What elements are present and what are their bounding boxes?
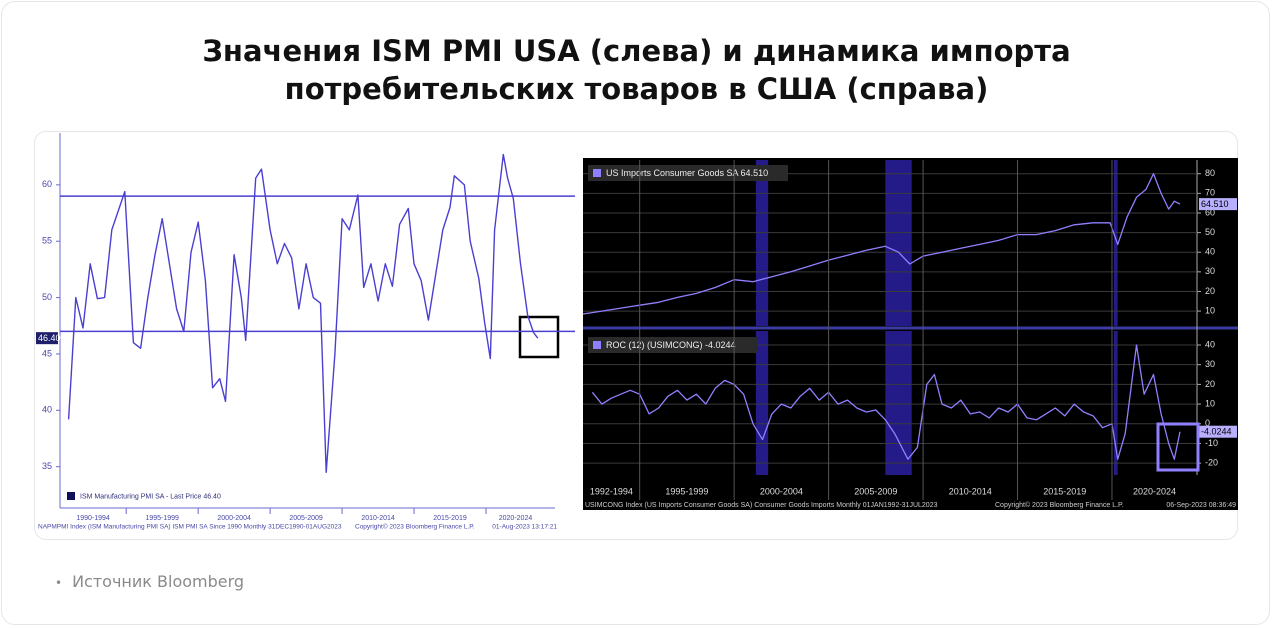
legend-label: US Imports Consumer Goods SA 64.510 (606, 168, 768, 178)
y-tick-label: 30 (1205, 266, 1215, 276)
y-tick-label: 20 (1205, 379, 1215, 389)
y-tick-label: -10 (1205, 438, 1218, 448)
x-tick-label: 2005-2009 (289, 515, 323, 522)
x-tick-label: 1990-1994 (76, 515, 110, 522)
last-value-label: -4.0244 (1201, 427, 1232, 437)
x-tick-label: 2000-2004 (760, 486, 803, 496)
legend-box (588, 165, 788, 181)
y-tick-label: 10 (1205, 398, 1215, 408)
recession-band (755, 160, 769, 326)
footer-timestamp: 06-Sep-2023 08:36:49 (1166, 502, 1236, 509)
y-tick-label: 40 (42, 405, 52, 415)
last-value-label: 46.40 (38, 333, 61, 343)
y-tick-label: 20 (1205, 286, 1215, 296)
x-tick-label: 1995-1999 (145, 515, 179, 522)
footer-copyright: Copyright© 2023 Bloomberg Finance L.P. (995, 501, 1124, 509)
y-tick-label: 60 (42, 179, 52, 189)
source: • Источник Bloomberg (55, 572, 244, 591)
data-line (591, 344, 1181, 460)
legend-label: ROC (12) (USIMCONG) -4.0244 (606, 340, 736, 350)
x-tick-label: 1992-1994 (590, 486, 633, 496)
x-tick-label: 2005-2009 (854, 486, 897, 496)
y-tick-label: 45 (42, 348, 52, 358)
y-tick-label: 70 (1205, 188, 1215, 198)
last-value-label: 64.510 (1201, 199, 1229, 209)
recession-band (1113, 160, 1118, 326)
y-tick-label: 50 (42, 292, 52, 302)
data-line (67, 153, 539, 473)
highlight-box (1156, 422, 1200, 472)
x-tick-label: 2010-2014 (949, 486, 992, 496)
x-tick-label: 2015-2019 (1043, 486, 1086, 496)
bullet: • (55, 576, 63, 590)
y-tick-label: 30 (1205, 359, 1215, 369)
y-tick-label: 40 (1205, 339, 1215, 349)
y-tick-label: 40 (1205, 247, 1215, 257)
y-tick-label: 0 (1205, 418, 1210, 428)
y-tick-label: 50 (1205, 227, 1215, 237)
recession-band (885, 331, 912, 475)
recession-band (885, 160, 912, 326)
source-text: Источник Bloomberg (72, 572, 245, 591)
legend-swatch (593, 169, 601, 177)
y-tick-label: 10 (1205, 305, 1215, 315)
y-tick-label: -20 (1205, 458, 1218, 468)
x-tick-label: 2010-2014 (361, 515, 395, 522)
last-value-tag (36, 332, 58, 345)
x-tick-label: 1995-1999 (665, 486, 708, 496)
y-tick-label: 80 (1205, 168, 1215, 178)
legend-box (62, 488, 222, 504)
highlight-box (518, 315, 560, 359)
legend-swatch (67, 492, 75, 500)
legend-swatch (593, 341, 601, 349)
x-tick-label: 2020-2024 (1133, 486, 1176, 496)
recession-band (1113, 331, 1118, 475)
footer-description: USIMCONG Index (US Imports Consumer Good… (585, 502, 938, 509)
legend-box (588, 337, 758, 353)
x-tick-label: 2020-2024 (499, 515, 533, 522)
x-tick-label: 2000-2004 (217, 515, 251, 522)
y-tick-label: 35 (42, 461, 52, 471)
y-tick-label: 55 (42, 236, 52, 246)
page-title: Значения ISM PMI USA (слева) и динамика … (202, 34, 1071, 106)
footer-copyright: Copyright© 2023 Bloomberg Finance L.P. (355, 523, 475, 531)
y-tick-label: 60 (1205, 207, 1215, 217)
legend-label: ISM Manufacturing PMI SA - Last Price 46… (80, 493, 221, 500)
recession-band (755, 331, 769, 475)
footer-description: NAPMPMI Index (ISM Manufacturing PMI SA)… (38, 524, 342, 531)
last-value-tag (1199, 425, 1237, 438)
x-tick-label: 2015-2019 (433, 515, 467, 522)
last-value-tag (1199, 198, 1237, 211)
footer-timestamp: 01-Aug-2023 13:17:21 (492, 524, 557, 531)
